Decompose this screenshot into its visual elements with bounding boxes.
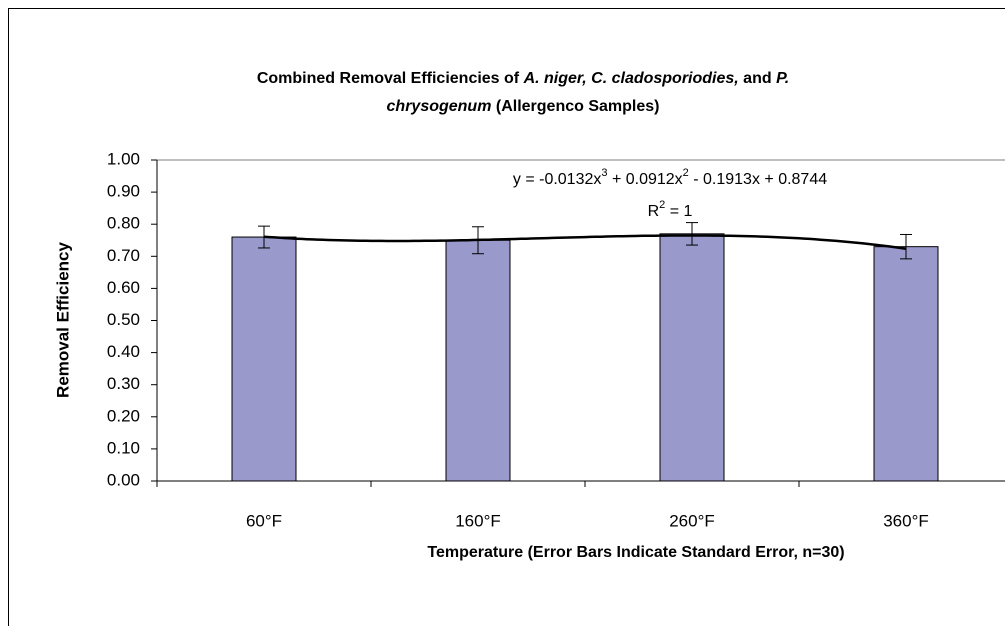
y-tick-label: 0.60	[107, 278, 140, 297]
title-part: Combined Removal Efficiencies of	[257, 70, 524, 87]
y-tick-label: 0.30	[107, 374, 140, 393]
y-tick-label: 0.50	[107, 310, 140, 329]
x-tick-label: 160°F	[455, 511, 501, 530]
y-tick-label: 0.90	[107, 182, 140, 201]
y-tick-label: 0.00	[107, 470, 140, 489]
trendline-r2-part: = 1	[665, 203, 692, 220]
chart-title: chrysogenum (Allergenco Samples)	[387, 98, 660, 115]
trendline-equation: y = -0.0132x3 + 0.0912x2 - 0.1913x + 0.8…	[513, 167, 827, 188]
trendline-r2: R2 = 1	[648, 199, 693, 220]
y-tick-label: 0.70	[107, 246, 140, 265]
trendline	[263, 234, 907, 250]
trendline-equation-part: y = -0.0132x	[513, 171, 602, 188]
trendline-r2-part: R	[648, 203, 660, 220]
title-part: P.	[776, 70, 789, 87]
plot-area	[156, 159, 1005, 482]
error-bar	[258, 225, 270, 249]
error-bar	[900, 233, 912, 260]
x-tick-label: 60°F	[246, 511, 282, 530]
title-part: A. niger, C. cladosporiodies,	[523, 70, 739, 87]
bar	[659, 233, 725, 482]
trendline-r2-part: 2	[659, 199, 665, 211]
x-tick-label: 260°F	[669, 511, 715, 530]
bar	[873, 246, 939, 482]
bar	[445, 239, 511, 482]
trendline-equation-part: 3	[601, 167, 607, 179]
trendline-equation-part: + 0.0912x	[608, 171, 683, 188]
x-axis-label: Temperature (Error Bars Indicate Standar…	[427, 544, 844, 561]
trendline-equation-part: 2	[683, 167, 689, 179]
y-tick-label: 0.10	[107, 438, 140, 457]
y-axis-label: Removal Efficiency	[53, 242, 72, 398]
title-part: chrysogenum	[387, 98, 492, 115]
title-part: (Allergenco Samples)	[491, 98, 659, 115]
chart-title: Combined Removal Efficiencies of A. nige…	[257, 70, 789, 87]
y-tick-label: 0.40	[107, 342, 140, 361]
y-tick-label: 0.80	[107, 214, 140, 233]
title-part: and	[739, 70, 776, 87]
error-bar	[472, 226, 484, 255]
y-tick-label: 0.20	[107, 406, 140, 425]
error-bar	[686, 222, 698, 246]
y-tick-label: 1.00	[107, 149, 140, 168]
trendline-equation-part: - 0.1913x + 0.8744	[689, 171, 827, 188]
bar	[231, 236, 297, 482]
x-tick-label: 360°F	[883, 511, 929, 530]
